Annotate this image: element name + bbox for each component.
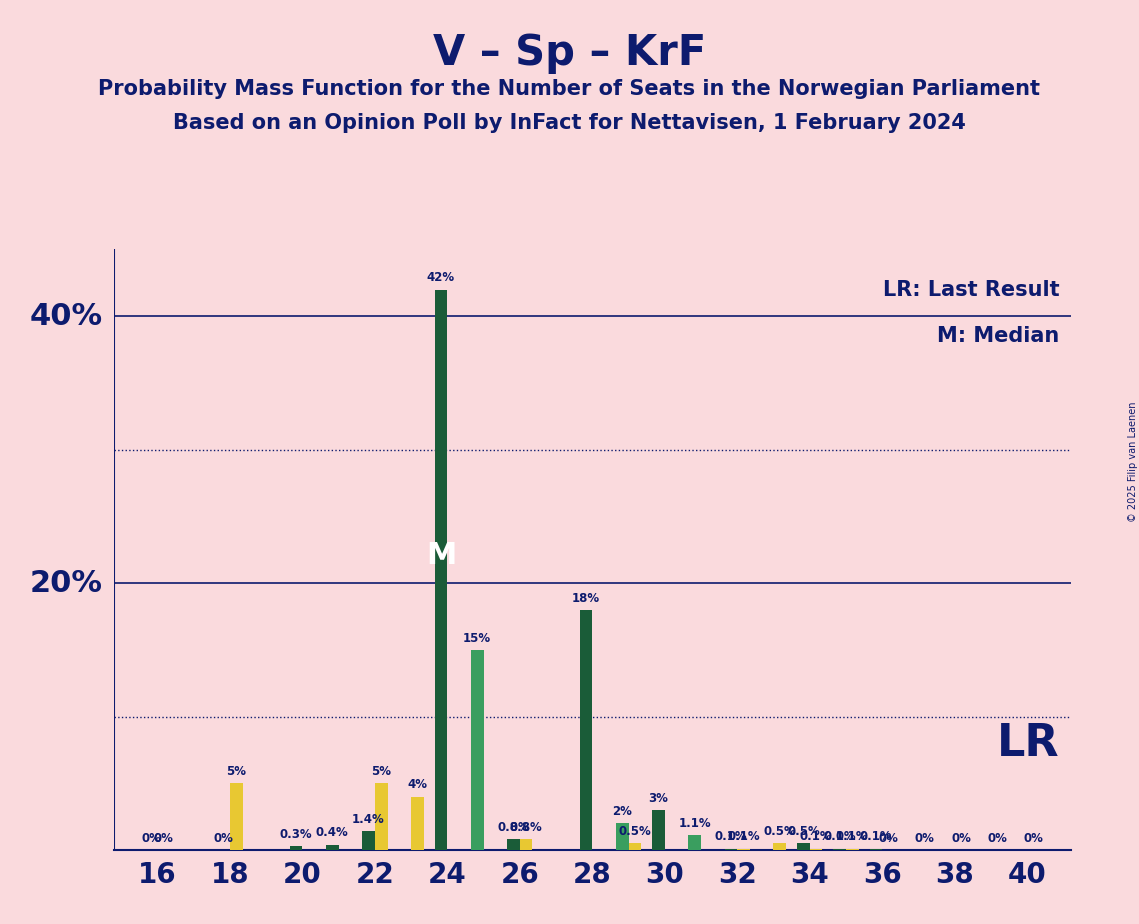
Text: 4%: 4% bbox=[408, 778, 427, 791]
Bar bbox=[629, 844, 641, 850]
Text: M: M bbox=[426, 541, 456, 570]
Text: 0%: 0% bbox=[988, 832, 1007, 845]
Bar bbox=[435, 289, 448, 850]
Text: 0%: 0% bbox=[951, 832, 970, 845]
Bar bbox=[869, 849, 883, 850]
Bar bbox=[580, 610, 592, 850]
Bar bbox=[507, 839, 519, 850]
Bar bbox=[688, 835, 700, 850]
Bar bbox=[616, 823, 629, 850]
Text: 0.1%: 0.1% bbox=[860, 831, 892, 844]
Text: 0.8%: 0.8% bbox=[497, 821, 530, 834]
Bar bbox=[834, 849, 846, 850]
Bar bbox=[470, 650, 484, 850]
Text: 0%: 0% bbox=[141, 832, 161, 845]
Text: 2%: 2% bbox=[613, 805, 632, 818]
Bar bbox=[652, 810, 665, 850]
Text: LR: Last Result: LR: Last Result bbox=[883, 280, 1059, 299]
Bar bbox=[810, 849, 822, 850]
Text: 5%: 5% bbox=[371, 765, 391, 778]
Bar bbox=[289, 846, 302, 850]
Text: 0%: 0% bbox=[878, 832, 899, 845]
Text: 42%: 42% bbox=[427, 271, 456, 285]
Text: M: Median: M: Median bbox=[937, 326, 1059, 346]
Text: 0%: 0% bbox=[1024, 832, 1043, 845]
Text: Probability Mass Function for the Number of Seats in the Norwegian Parliament: Probability Mass Function for the Number… bbox=[98, 79, 1041, 99]
Text: 0.5%: 0.5% bbox=[618, 825, 652, 838]
Text: 0.1%: 0.1% bbox=[836, 831, 869, 844]
Bar bbox=[737, 849, 749, 850]
Text: 20%: 20% bbox=[30, 568, 103, 598]
Text: 0.1%: 0.1% bbox=[823, 831, 855, 844]
Bar bbox=[326, 845, 338, 850]
Text: 0.8%: 0.8% bbox=[510, 821, 542, 834]
Text: 0.5%: 0.5% bbox=[787, 825, 820, 838]
Text: 40%: 40% bbox=[30, 302, 103, 331]
Bar bbox=[411, 796, 424, 850]
Text: 15%: 15% bbox=[464, 631, 491, 645]
Bar bbox=[519, 839, 532, 850]
Text: 0%: 0% bbox=[915, 832, 935, 845]
Text: 0.4%: 0.4% bbox=[316, 826, 349, 839]
Text: 0%: 0% bbox=[214, 832, 233, 845]
Text: 3%: 3% bbox=[648, 792, 669, 805]
Text: 0.1%: 0.1% bbox=[728, 831, 760, 844]
Text: 1.1%: 1.1% bbox=[679, 817, 711, 830]
Text: © 2025 Filip van Laenen: © 2025 Filip van Laenen bbox=[1129, 402, 1138, 522]
Text: 0.5%: 0.5% bbox=[763, 825, 796, 838]
Text: V – Sp – KrF: V – Sp – KrF bbox=[433, 32, 706, 74]
Text: 1.4%: 1.4% bbox=[352, 813, 385, 826]
Bar bbox=[773, 844, 786, 850]
Text: 0%: 0% bbox=[154, 832, 173, 845]
Text: LR: LR bbox=[997, 722, 1059, 765]
Text: 0.3%: 0.3% bbox=[280, 828, 312, 841]
Bar bbox=[724, 849, 737, 850]
Text: 18%: 18% bbox=[572, 591, 600, 604]
Text: 0.1%: 0.1% bbox=[714, 831, 747, 844]
Bar bbox=[797, 844, 810, 850]
Bar bbox=[375, 784, 387, 850]
Bar bbox=[362, 832, 375, 850]
Text: 5%: 5% bbox=[227, 765, 246, 778]
Bar bbox=[846, 849, 859, 850]
Bar bbox=[230, 784, 243, 850]
Text: Based on an Opinion Poll by InFact for Nettavisen, 1 February 2024: Based on an Opinion Poll by InFact for N… bbox=[173, 113, 966, 133]
Text: 0.1%: 0.1% bbox=[800, 831, 833, 844]
